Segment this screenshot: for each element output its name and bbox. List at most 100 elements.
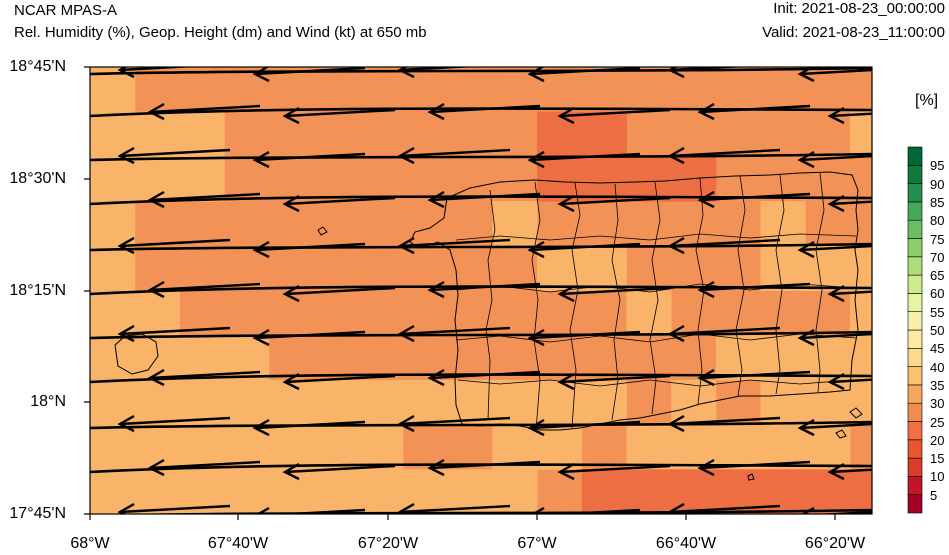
humidity-cell: [537, 245, 583, 291]
wind-streamline: [123, 508, 872, 514]
humidity-cell: [268, 379, 314, 426]
colorbar-label: 60: [930, 286, 945, 302]
humidity-cell: [90, 201, 136, 247]
colorbar-label: 65: [930, 268, 945, 284]
wind-arrow-head: [527, 328, 545, 347]
colorbar-swatch: [907, 146, 923, 166]
humidity-cell: [537, 424, 583, 470]
humidity-cell: [134, 469, 180, 514]
humidity-cell: [90, 111, 136, 157]
colorbar-swatch: [907, 421, 923, 441]
humidity-cell: [581, 156, 627, 202]
wind-arrow-head: [667, 414, 685, 433]
colorbar-label: 10: [930, 469, 945, 485]
wind-vector-shaft: [829, 290, 872, 296]
valid-time: Valid: 2021-08-23_11:00:00: [762, 24, 945, 41]
wind-vector-shaft: [399, 67, 478, 72]
wind-arrow-head: [667, 67, 685, 79]
wind-arrow-head: [697, 458, 715, 477]
humidity-cell: [805, 245, 851, 291]
humidity-cell: [90, 335, 136, 381]
wind-vector-shaft: [119, 504, 231, 514]
wind-vector-shaft: [149, 282, 261, 292]
wind-arrow-head: [117, 146, 135, 165]
wind-arrow-head: [557, 462, 575, 481]
humidity-cell: [626, 290, 672, 336]
wind-vector-shaft: [149, 460, 261, 470]
colorbar-swatch: [907, 183, 923, 203]
puerto-rico-coastline: [114, 171, 863, 481]
wind-vector-shaft: [284, 464, 396, 474]
wind-arrow-head: [527, 418, 545, 437]
humidity-cell: [581, 245, 627, 291]
colorbar: [907, 146, 923, 514]
wind-arrow-head: [397, 502, 415, 514]
wind-arrow-head: [527, 67, 545, 83]
wind-vector-shaft: [669, 148, 781, 158]
wind-vector-shaft: [829, 378, 872, 384]
wind-arrow-head: [557, 194, 575, 213]
wind-arrow-head: [397, 146, 415, 165]
wind-vector-shaft: [829, 112, 872, 118]
wind-arrow-head: [697, 190, 715, 209]
init-time: Init: 2021-08-23_00:00:00: [773, 0, 945, 17]
wind-vector-shaft: [529, 330, 641, 340]
humidity-cell: [134, 379, 180, 426]
humidity-cell: [179, 111, 225, 157]
colorbar-label: 30: [930, 396, 945, 412]
colorbar-swatch: [907, 274, 923, 294]
wind-arrow-head: [117, 324, 135, 343]
wind-vector-shaft: [119, 416, 231, 426]
colorbar-label: 25: [930, 414, 945, 430]
wind-streamline: [90, 420, 872, 430]
lon-label-6640w: 66°40'W: [655, 535, 717, 552]
humidity-cell: [134, 424, 180, 470]
wind-vector-shaft: [699, 104, 811, 114]
humidity-cell: [626, 469, 672, 514]
colorbar-swatch: [907, 311, 923, 331]
wind-arrow-head: [527, 240, 545, 259]
wind-vector-shaft: [699, 282, 811, 292]
wind-arrow-head: [827, 462, 845, 481]
humidity-cell: [90, 290, 136, 336]
wind-arrow-head: [252, 240, 270, 259]
colorbar-label: 90: [930, 176, 945, 192]
humidity-cell: [805, 469, 851, 514]
colorbar-label: 20: [930, 432, 945, 448]
lat-label-1830: 18°30'N: [9, 170, 66, 187]
wind-arrow-head: [252, 150, 270, 169]
humidity-cell: [358, 379, 404, 426]
wind-vector-shaft: [429, 460, 541, 470]
humidity-cell: [134, 156, 180, 202]
wind-vector-shaft: [429, 104, 541, 114]
wind-arrow-head: [427, 458, 445, 477]
humidity-cell: [895, 514, 940, 555]
wind-vector-shaft: [559, 464, 671, 474]
wind-arrow-head: [797, 328, 815, 347]
wind-vector-shaft: [529, 152, 641, 162]
humidity-cell: [358, 424, 404, 470]
humidity-cell: [135, 514, 180, 555]
wind-vector-shaft: [829, 468, 872, 474]
colorbar-label: 95: [930, 158, 945, 174]
colorbar-label: 15: [930, 451, 945, 467]
wind-vector-shaft: [829, 200, 872, 206]
colorbar-swatch: [907, 238, 923, 258]
wind-vector-shaft: [284, 286, 396, 296]
wind-vectors: [90, 67, 872, 514]
colorbar-label: 45: [930, 341, 945, 357]
lon-label-6720w: 67°20'W: [357, 535, 419, 552]
colorbar-swatch: [907, 219, 923, 239]
wind-arrow-head: [801, 506, 815, 514]
colorbar-swatch: [907, 402, 923, 422]
colorbar-swatch: [907, 494, 923, 514]
wind-arrow-head: [667, 146, 685, 165]
colorbar-label: 80: [930, 213, 945, 229]
wind-arrow-head: [697, 368, 715, 387]
wind-vector-shaft: [529, 67, 641, 76]
wind-arrow-head: [147, 102, 165, 121]
wind-arrow-head: [697, 280, 715, 299]
wind-arrow-head: [827, 194, 845, 213]
wind-arrow-head: [282, 106, 300, 125]
wind-vector-shaft: [429, 192, 541, 202]
